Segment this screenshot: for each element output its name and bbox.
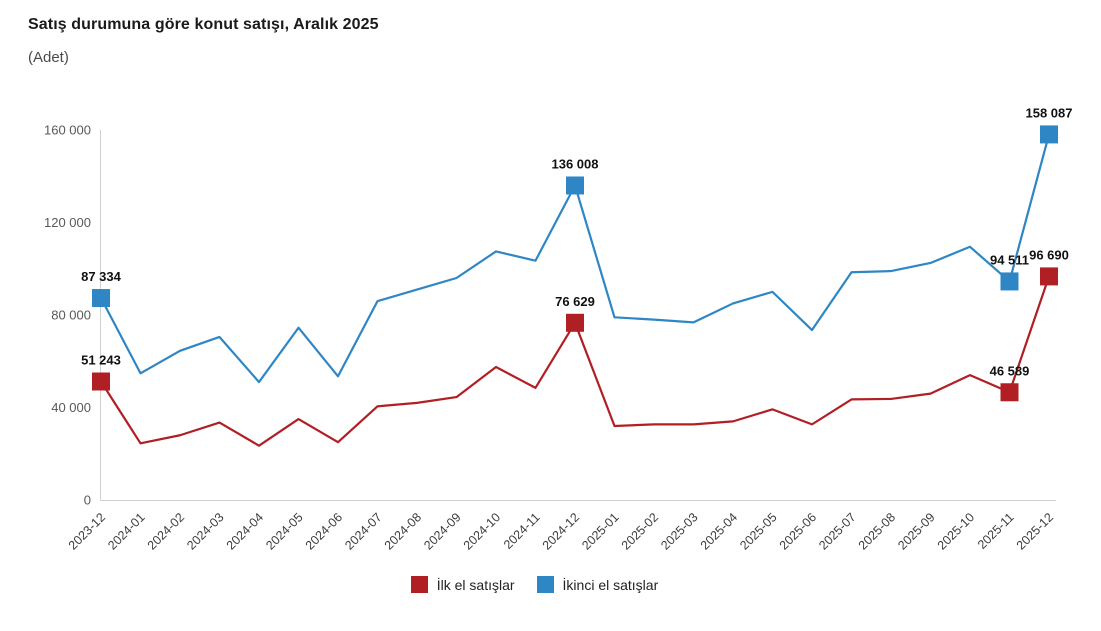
y-tick-label: 120 000 (44, 215, 91, 230)
point-label: 76 629 (555, 294, 595, 309)
series-marker (1040, 267, 1058, 286)
chart-legend: İlk el satışlar İkinci el satışlar (0, 576, 1085, 593)
x-tick-label: 2025-08 (856, 510, 898, 552)
series-marker (92, 289, 110, 308)
x-tick-label: 2025-12 (1014, 510, 1056, 552)
point-label: 158 087 (1026, 105, 1073, 120)
legend-label: İlk el satışlar (436, 576, 515, 593)
x-tick-label: 2024-08 (382, 510, 424, 552)
y-tick-label: 40 000 (51, 400, 91, 415)
y-tick-label: 80 000 (51, 308, 91, 323)
y-tick-label: 0 (84, 493, 91, 508)
legend-item-1[interactable]: İkinci el satışlar (536, 576, 659, 593)
x-tick-label: 2025-02 (619, 510, 661, 552)
series-marker (1040, 125, 1058, 144)
point-label: 94 511 (990, 252, 1029, 267)
x-tick-label: 2024-04 (224, 510, 266, 552)
x-tick-label: 2025-05 (737, 510, 779, 552)
x-tick-label: 2024-11 (501, 510, 543, 552)
x-tick-label: 2025-10 (935, 510, 977, 552)
legend-item-0[interactable]: İlk el satışlar (410, 576, 515, 593)
x-tick-label: 2025-04 (698, 510, 740, 552)
point-label: 51 243 (81, 353, 121, 368)
x-tick-label: 2024-06 (303, 510, 345, 552)
x-tick-label: 2025-06 (777, 510, 819, 552)
y-tick-label: 160 000 (44, 123, 91, 138)
series-line-1 (99, 133, 1051, 384)
x-tick-label: 2025-01 (579, 510, 621, 552)
x-tick-label: 2024-03 (184, 510, 226, 552)
point-label: 46 589 (990, 363, 1030, 378)
x-tick-label: 2024-10 (461, 510, 503, 552)
legend-swatch-icon (410, 576, 428, 593)
x-tick-label: 2024-09 (421, 510, 463, 552)
x-tick-label: 2025-07 (816, 510, 858, 552)
series-marker (566, 176, 584, 195)
point-label: 136 008 (552, 156, 599, 171)
legend-swatch-icon (536, 576, 554, 593)
x-tick-label: 2025-09 (895, 510, 937, 552)
series-marker (1000, 272, 1019, 291)
point-label: 87 334 (81, 269, 122, 284)
x-tick-label: 2024-07 (342, 510, 384, 552)
x-tick-label: 2024-02 (145, 510, 187, 552)
series-marker (1000, 383, 1019, 402)
legend-label: İkinci el satışlar (562, 576, 659, 593)
x-tick-label: 2025-03 (658, 510, 700, 552)
x-tick-label: 2024-05 (263, 510, 305, 552)
x-tick-label: 2024-01 (105, 510, 147, 552)
chart-unit-label: (Adet) (28, 49, 69, 66)
series-marker (566, 313, 584, 332)
x-tick-label: 2025-11 (975, 510, 1017, 552)
x-tick-label: 2023-12 (66, 510, 108, 552)
chart-title: Satış durumuna göre konut satışı, Aralık… (28, 16, 379, 33)
point-label: 96 690 (1029, 247, 1069, 262)
series-marker (92, 372, 110, 391)
x-tick-label: 2024-12 (540, 510, 582, 552)
